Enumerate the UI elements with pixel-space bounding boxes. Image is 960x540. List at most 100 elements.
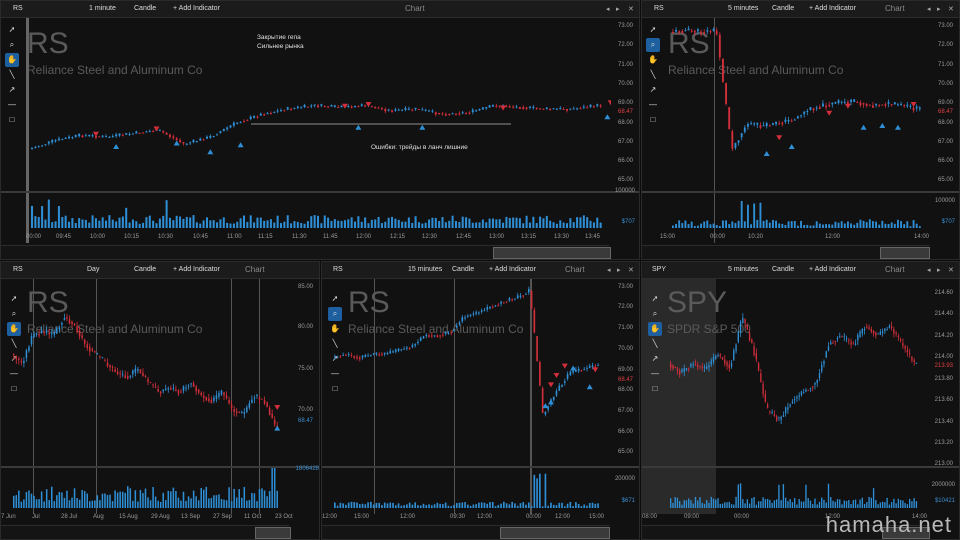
chart-type-selector[interactable]: Candle — [134, 5, 157, 12]
price-axis[interactable]: 214.60 214.40 214.20 214.00 213.93 213.8… — [934, 290, 953, 467]
prev-arrow-icon[interactable]: ◂ — [927, 267, 931, 274]
pointer-icon[interactable]: ➚ — [649, 25, 657, 34]
pane-divider[interactable] — [322, 466, 639, 468]
prev-arrow-icon[interactable]: ◂ — [606, 6, 610, 13]
zoom-icon[interactable]: ⌕ — [328, 307, 342, 321]
rect-icon[interactable]: □ — [650, 115, 656, 124]
interval-selector[interactable]: 15 minutes — [408, 266, 443, 273]
price-chart[interactable] — [1, 279, 291, 467]
navigator-window[interactable] — [493, 247, 611, 259]
next-arrow-icon[interactable]: ▸ — [937, 267, 941, 274]
price-chart[interactable] — [322, 279, 611, 467]
price-axis[interactable]: 73.00 72.00 71.00 70.00 69.00 68.47 68.0… — [617, 284, 633, 455]
line-icon[interactable]: ╲ — [652, 339, 658, 348]
pointer-icon[interactable]: ➚ — [10, 294, 18, 303]
symbol-selector[interactable]: RS — [333, 266, 343, 273]
arrow-icon[interactable]: ↗ — [649, 85, 657, 94]
time-axis[interactable]: 7 Jun Jul 28 Jul Aug 15 Aug 29 Aug 13 Se… — [1, 514, 293, 520]
line-icon[interactable]: ╲ — [650, 70, 656, 79]
close-icon[interactable]: ✕ — [948, 6, 954, 13]
zoom-icon[interactable]: ⌕ — [646, 38, 660, 52]
next-arrow-icon[interactable]: ▸ — [617, 267, 621, 274]
prev-arrow-icon[interactable]: ◂ — [607, 267, 611, 274]
close-icon[interactable]: ✕ — [628, 6, 634, 13]
interval-selector[interactable]: 5 minutes — [728, 5, 759, 12]
pointer-icon[interactable]: ➚ — [8, 25, 16, 34]
zoom-icon[interactable]: ⌕ — [9, 40, 15, 49]
close-icon[interactable]: ✕ — [948, 267, 954, 274]
price-axis[interactable]: 85.00 80.00 75.00 70.00 68.47 — [297, 284, 313, 424]
time-axis[interactable]: 15:00 00:00 10:20 12:00 14:00 — [660, 234, 930, 240]
arrow-icon[interactable]: ↗ — [8, 85, 16, 94]
hand-icon[interactable]: ✋ — [330, 324, 340, 333]
chart-type-selector[interactable]: Candle — [452, 266, 475, 273]
navigator-window[interactable] — [880, 247, 930, 259]
candle-body — [455, 325, 458, 328]
navigator-scrollbar[interactable] — [1, 245, 611, 259]
chart-type-selector[interactable]: Candle — [772, 5, 795, 12]
pointer-icon[interactable]: ➚ — [331, 294, 339, 303]
price-axis[interactable]: 73.00 72.00 71.00 70.00 69.00 68.47 68.0… — [937, 23, 953, 183]
navigator-scrollbar[interactable] — [322, 525, 610, 539]
pane-divider[interactable] — [642, 466, 959, 468]
interval-selector[interactable]: 5 minutes — [728, 266, 759, 273]
hand-icon[interactable]: ✋ — [5, 53, 19, 67]
volume-bar — [327, 217, 330, 228]
navigator-window[interactable] — [500, 527, 610, 539]
hline-icon[interactable]: — — [651, 369, 659, 378]
time-axis[interactable]: 12:00 15:00 12:00 09:30 12:00 00:00 12:0… — [322, 514, 605, 520]
pointer-icon[interactable]: ➚ — [651, 294, 659, 303]
interval-selector[interactable]: Day — [87, 266, 100, 273]
candle-body — [394, 109, 397, 111]
prev-arrow-icon[interactable]: ◂ — [927, 6, 931, 13]
add-indicator-button[interactable]: + Add Indicator — [809, 5, 856, 12]
interval-selector[interactable]: 1 minute — [89, 5, 116, 12]
add-indicator-button[interactable]: + Add Indicator — [173, 266, 220, 273]
line-icon[interactable]: ╲ — [332, 339, 338, 348]
zoom-icon[interactable]: ⌕ — [652, 309, 658, 318]
navigator-scrollbar[interactable] — [1, 525, 291, 539]
time-axis[interactable]: 00:00 09:45 10:00 10:15 10:30 10:45 11:0… — [26, 234, 601, 240]
navigator-scrollbar[interactable] — [642, 525, 930, 539]
zoom-icon[interactable]: ⌕ — [11, 309, 17, 318]
volume-bar — [866, 502, 868, 508]
add-indicator-button[interactable]: + Add Indicator — [173, 5, 220, 12]
next-arrow-icon[interactable]: ▸ — [937, 6, 941, 13]
pane-divider[interactable] — [642, 191, 959, 193]
line-icon[interactable]: ╲ — [9, 70, 15, 79]
next-arrow-icon[interactable]: ▸ — [616, 6, 620, 13]
hline-icon[interactable]: — — [8, 100, 16, 109]
volume-bar — [238, 489, 240, 508]
symbol-selector[interactable]: SPY — [652, 266, 667, 273]
hand-icon[interactable]: ✋ — [7, 322, 21, 336]
navigator-window[interactable] — [255, 527, 291, 539]
chart-type-selector[interactable]: Candle — [772, 266, 795, 273]
symbol-selector[interactable]: RS — [13, 5, 23, 12]
price-chart[interactable] — [642, 18, 931, 193]
rect-icon[interactable]: □ — [9, 115, 15, 124]
close-icon[interactable]: ✕ — [628, 267, 634, 274]
rect-icon[interactable]: □ — [332, 384, 338, 393]
hline-icon[interactable]: — — [10, 369, 18, 378]
line-icon[interactable]: ╲ — [11, 339, 17, 348]
price-axis[interactable]: 73.00 72.00 71.00 70.00 69.00 68.47 68.0… — [617, 23, 633, 183]
pane-divider[interactable] — [1, 466, 319, 468]
chart-type-selector[interactable]: Candle — [134, 266, 157, 273]
hline-icon[interactable]: — — [331, 369, 339, 378]
navigator-window[interactable] — [882, 527, 930, 539]
add-indicator-button[interactable]: + Add Indicator — [809, 266, 856, 273]
price-chart[interactable] — [642, 279, 931, 467]
navigator-scrollbar[interactable] — [642, 245, 930, 259]
symbol-selector[interactable]: RS — [13, 266, 23, 273]
rect-icon[interactable]: □ — [652, 384, 658, 393]
pane-divider[interactable] — [1, 191, 639, 193]
hand-icon[interactable]: ✋ — [648, 322, 662, 336]
hand-icon[interactable]: ✋ — [648, 55, 658, 64]
arrow-icon[interactable]: ↗ — [651, 354, 659, 363]
price-chart[interactable] — [1, 18, 611, 193]
rect-icon[interactable]: □ — [11, 384, 17, 393]
time-axis[interactable]: 08:00 09:00 00:00 12:00 14:00 — [642, 514, 928, 520]
add-indicator-button[interactable]: + Add Indicator — [489, 266, 536, 273]
symbol-selector[interactable]: RS — [654, 5, 664, 12]
hline-icon[interactable]: — — [649, 100, 657, 109]
